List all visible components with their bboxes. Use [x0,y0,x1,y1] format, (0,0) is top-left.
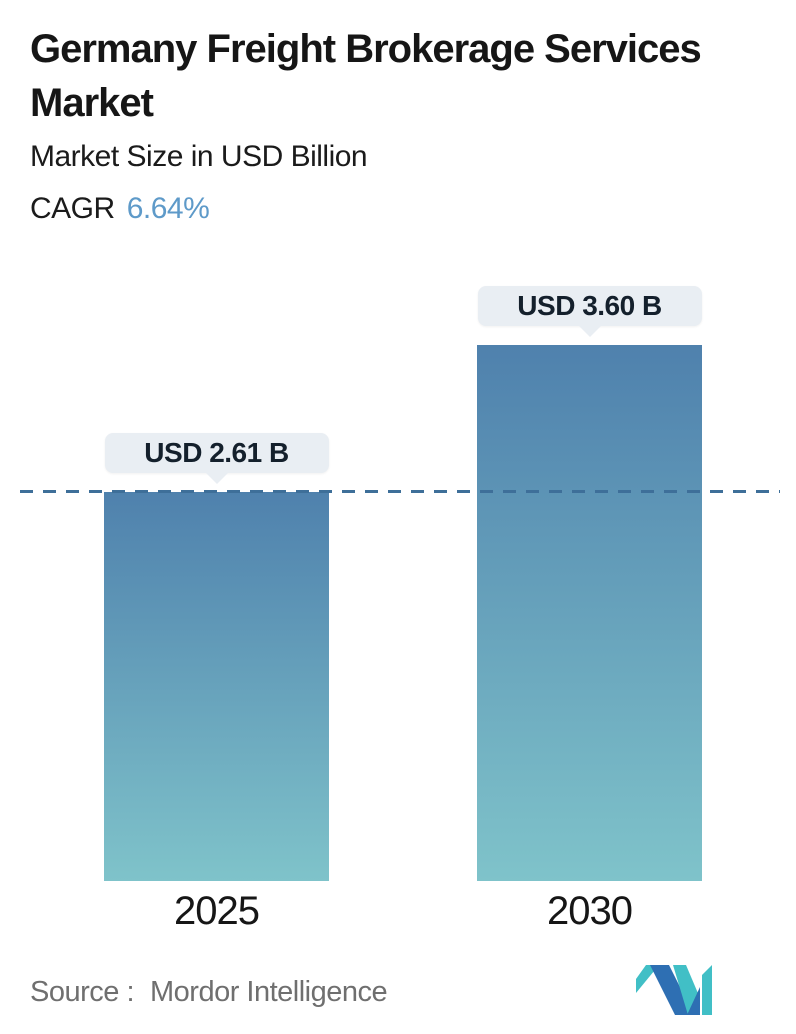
bar-2030 [477,345,702,881]
page-title: Germany Freight Brokerage Services Marke… [30,27,702,125]
reference-line [20,490,780,493]
value-label-2025: USD 2.61 B [104,433,329,473]
cagr-label: CAGR [30,192,115,225]
value-label-text: USD 2.61 B [144,437,289,468]
cagr-line: CAGR 6.64% [30,192,210,226]
bar-2025 [104,492,329,881]
source-value: Mordor Intelligence [150,976,388,1008]
value-label-text: USD 3.60 B [517,290,662,321]
axis-label-2030: 2030 [547,889,633,933]
axis-label-2025: 2025 [174,889,260,933]
chart-subtitle: Market Size in USD Billion [30,140,368,173]
bar-group-2025: USD 2.61 B 2025 [104,0,329,933]
mordor-intelligence-logo [636,965,712,1015]
source-label: Source : [30,976,135,1008]
cagr-value: 6.64% [126,192,210,225]
source-line: Source : Mordor Intelligence [30,976,388,1009]
bar-group-2030: USD 3.60 B 2030 [477,0,702,933]
value-label-2030: USD 3.60 B [477,286,702,326]
